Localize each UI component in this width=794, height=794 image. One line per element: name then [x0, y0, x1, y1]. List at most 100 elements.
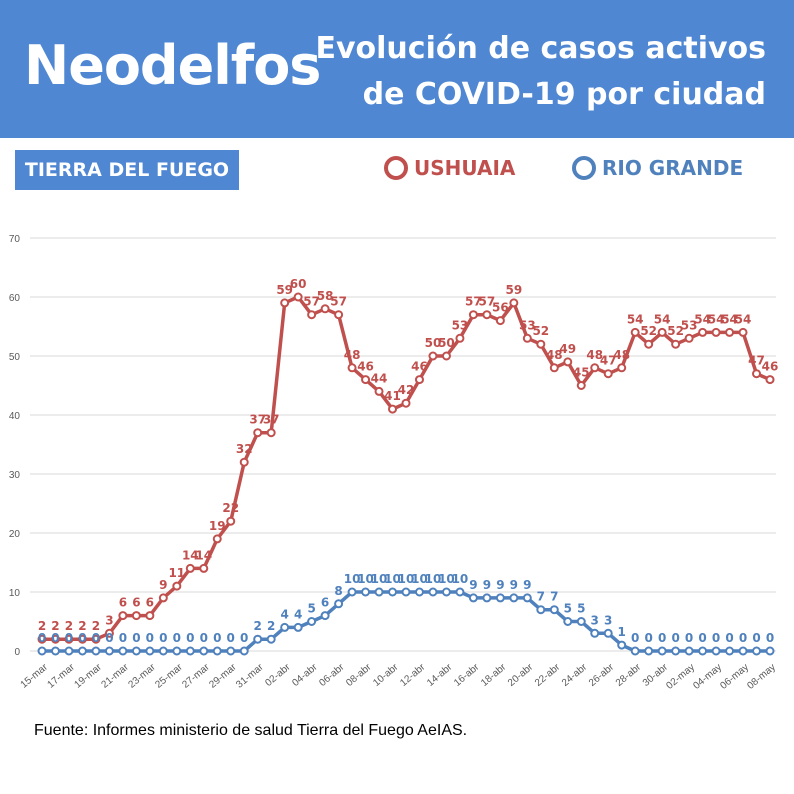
x-tick-label: 12-abr [398, 661, 428, 688]
x-tick-label: 16-abr [452, 661, 482, 688]
x-tick-label: 27-mar [180, 661, 212, 690]
data-label-ushuaia: 59 [506, 283, 523, 297]
data-point-ushuaia [509, 298, 519, 308]
x-tick-label: 26-abr [587, 661, 617, 688]
data-point-rio-grande [334, 599, 344, 609]
data-label-ushuaia: 48 [613, 348, 630, 362]
data-point-rio-grande [576, 617, 586, 626]
data-point-rio-grande [266, 634, 276, 644]
data-label-ushuaia: 58 [317, 289, 334, 303]
data-point-rio-grande [549, 605, 559, 615]
header-banner: Neodelfos Evolución de casos activos de … [0, 0, 794, 138]
data-label-rio-grande: 0 [92, 631, 100, 645]
data-label-rio-grande: 10 [384, 572, 401, 586]
data-point-rio-grande [657, 646, 667, 656]
data-point-rio-grande [172, 646, 182, 656]
data-point-ushuaia [428, 351, 438, 361]
data-point-rio-grande [199, 646, 209, 656]
data-point-ushuaia [644, 339, 654, 349]
data-point-rio-grande [212, 646, 222, 656]
data-point-rio-grande [91, 646, 101, 656]
data-label-rio-grande: 4 [280, 607, 288, 621]
data-label-ushuaia: 54 [694, 312, 711, 326]
data-point-rio-grande [280, 622, 290, 632]
data-label-ushuaia: 9 [159, 578, 167, 592]
data-label-rio-grande: 0 [227, 631, 235, 645]
data-label-ushuaia: 2 [65, 619, 73, 633]
data-label-rio-grande: 0 [159, 631, 167, 645]
data-label-rio-grande: 0 [105, 631, 113, 645]
data-label-ushuaia: 50 [425, 336, 442, 350]
data-label-rio-grande: 0 [698, 631, 706, 645]
data-point-ushuaia [441, 351, 451, 361]
data-point-rio-grande [401, 587, 411, 597]
data-label-ushuaia: 60 [290, 277, 307, 291]
data-label-ushuaia: 57 [303, 295, 320, 309]
data-point-rio-grande [644, 646, 654, 656]
data-point-rio-grande [752, 646, 762, 656]
data-point-rio-grande [455, 587, 465, 597]
data-label-ushuaia: 6 [119, 596, 127, 610]
data-label-rio-grande: 0 [186, 631, 194, 645]
data-point-ushuaia [522, 333, 532, 343]
data-label-ushuaia: 37 [263, 413, 280, 427]
data-point-rio-grande [320, 611, 330, 621]
data-point-rio-grande [671, 646, 681, 656]
data-point-rio-grande [118, 646, 128, 656]
data-point-rio-grande [293, 622, 303, 632]
data-point-rio-grande [104, 646, 114, 656]
x-tick-label: 28-abr [614, 661, 644, 688]
data-label-ushuaia: 53 [681, 318, 698, 332]
data-point-rio-grande [414, 587, 424, 597]
data-point-rio-grande [374, 587, 384, 597]
data-label-rio-grande: 10 [398, 572, 415, 586]
data-label-rio-grande: 10 [411, 572, 428, 586]
legend-marker-rio-grande-icon [572, 156, 596, 180]
data-label-ushuaia: 56 [492, 301, 509, 315]
data-label-rio-grande: 7 [550, 590, 558, 604]
y-tick-label: 10 [9, 588, 21, 599]
data-point-ushuaia [630, 327, 640, 337]
data-label-ushuaia: 48 [344, 348, 361, 362]
data-point-ushuaia [280, 298, 290, 308]
data-label-rio-grande: 0 [766, 631, 774, 645]
data-label-rio-grande: 9 [523, 578, 531, 592]
data-label-rio-grande: 9 [510, 578, 518, 592]
data-point-ushuaia [239, 457, 249, 467]
data-point-ushuaia [657, 327, 667, 337]
legend-label-rio-grande: RIO GRANDE [602, 156, 744, 180]
data-point-ushuaia [549, 363, 559, 373]
data-point-ushuaia [468, 310, 478, 320]
data-label-ushuaia: 57 [465, 295, 482, 309]
x-tick-label: 06-abr [317, 661, 347, 688]
data-point-rio-grande [765, 646, 775, 656]
data-label-rio-grande: 10 [344, 572, 361, 586]
y-tick-label: 0 [14, 647, 20, 658]
data-label-ushuaia: 19 [209, 519, 226, 533]
brand-logo-text: Neodelfos [24, 34, 321, 97]
data-label-rio-grande: 10 [371, 572, 388, 586]
source-note: Fuente: Informes ministerio de salud Tie… [34, 722, 468, 739]
data-label-rio-grande: 10 [425, 572, 442, 586]
data-point-ushuaia [91, 634, 101, 644]
data-point-rio-grande [145, 646, 155, 656]
x-tick-label: 31-mar [234, 661, 266, 690]
data-point-ushuaia [576, 381, 586, 390]
data-label-ushuaia: 49 [559, 342, 576, 356]
chart-title-line-1: Evolución de casos activos [315, 31, 766, 66]
data-label-rio-grande: 9 [483, 578, 491, 592]
data-point-ushuaia [455, 333, 465, 343]
data-point-rio-grande [253, 634, 263, 644]
data-label-rio-grande: 3 [591, 613, 599, 627]
x-tick-label: 29-mar [207, 661, 239, 690]
legend-item-ushuaia: USHUAIA [384, 156, 515, 180]
x-tick-label: 17-mar [46, 661, 78, 690]
data-point-rio-grande [684, 646, 694, 656]
y-tick-label: 50 [9, 352, 21, 363]
data-label-ushuaia: 59 [276, 283, 293, 297]
data-label-rio-grande: 5 [577, 602, 585, 616]
data-label-rio-grande: 0 [240, 631, 248, 645]
x-tick-label: 23-mar [126, 661, 158, 690]
x-tick-label: 21-mar [99, 661, 131, 690]
data-label-rio-grande: 0 [132, 631, 140, 645]
